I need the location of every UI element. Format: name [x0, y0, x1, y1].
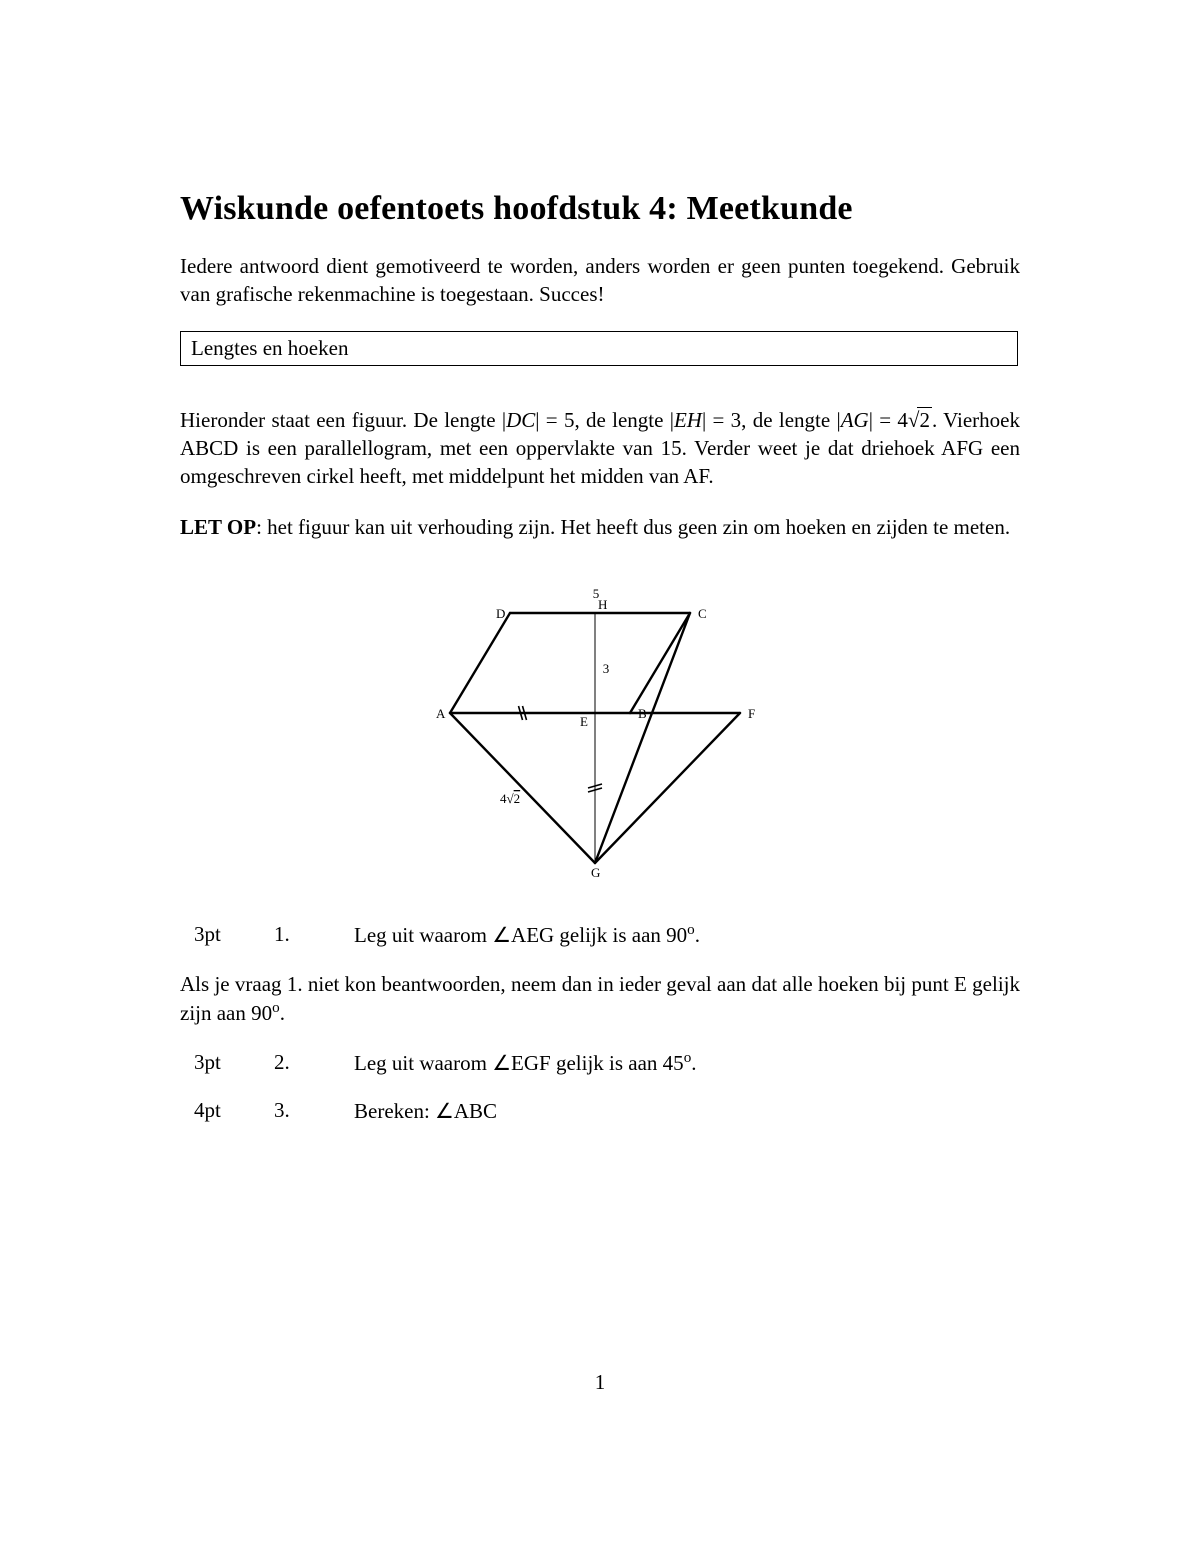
letop-text: : het figuur kan uit verhouding zijn. He…: [256, 515, 1010, 539]
svg-text:G: G: [591, 865, 600, 880]
radicand: 2: [917, 407, 932, 432]
figure-container: A B C D E F G H5 3 4√2: [180, 563, 1020, 898]
math-abs-dc: |DC| = 5: [502, 408, 575, 432]
page-number: 1: [0, 1370, 1200, 1395]
svg-text:C: C: [698, 606, 707, 621]
text: , de lengte: [741, 408, 836, 432]
geometry-figure: A B C D E F G H5 3 4√2: [400, 563, 800, 893]
svg-text:H: H: [598, 597, 607, 612]
value: 4: [897, 408, 908, 432]
question-text: Leg uit waarom ∠EGF gelijk is aan 45o.: [354, 1050, 1020, 1076]
text: .: [691, 1051, 696, 1075]
text: Bereken: ∠ABC: [354, 1099, 497, 1123]
svg-text:5: 5: [593, 586, 600, 601]
text: .: [695, 923, 700, 947]
note-after-q1: Als je vraag 1. niet kon beantwoorden, n…: [180, 970, 1020, 1028]
value: 3: [731, 408, 742, 432]
question-row-2: 3pt 2. Leg uit waarom ∠EGF gelijk is aan…: [180, 1050, 1020, 1076]
page: Wiskunde oefentoets hoofdstuk 4: Meetkun…: [0, 0, 1200, 1553]
section-heading-box: Lengtes en hoeken: [180, 331, 1018, 366]
page-title: Wiskunde oefentoets hoofdstuk 4: Meetkun…: [180, 190, 1020, 228]
degree-symbol: o: [272, 1000, 280, 1016]
text: .: [280, 1001, 285, 1025]
problem-paragraph: Hieronder staat een figuur. De lengte |D…: [180, 406, 1020, 491]
letop-paragraph: LET OP: het figuur kan uit verhouding zi…: [180, 513, 1020, 541]
text: Hieronder staat een figuur. De lengte: [180, 408, 502, 432]
svg-text:4√2: 4√2: [500, 791, 520, 806]
question-points: 4pt: [180, 1098, 274, 1124]
text: Leg uit waarom ∠EGF gelijk is aan 45: [354, 1051, 684, 1075]
svg-text:A: A: [436, 706, 446, 721]
svg-text:D: D: [496, 606, 505, 621]
question-text: Bereken: ∠ABC: [354, 1098, 1020, 1124]
question-number: 3.: [274, 1098, 354, 1124]
text: Leg uit waarom ∠AEG gelijk is aan 90: [354, 923, 687, 947]
svg-text:B: B: [638, 706, 647, 721]
question-row-3: 4pt 3. Bereken: ∠ABC: [180, 1098, 1020, 1124]
question-text: Leg uit waarom ∠AEG gelijk is aan 90o.: [354, 922, 1020, 948]
degree-symbol: o: [687, 922, 695, 938]
svg-text:F: F: [748, 706, 755, 721]
letop-label: LET OP: [180, 515, 256, 539]
content-column: Wiskunde oefentoets hoofdstuk 4: Meetkun…: [180, 190, 1020, 1146]
math-abs-ag: |AG| = 4√2: [837, 408, 932, 432]
value: 5: [564, 408, 575, 432]
question-row-1: 3pt 1. Leg uit waarom ∠AEG gelijk is aan…: [180, 922, 1020, 948]
question-number: 2.: [274, 1050, 354, 1076]
text: Als je vraag 1. niet kon beantwoorden, n…: [180, 972, 1020, 1025]
text: , de lengte: [574, 408, 669, 432]
question-points: 3pt: [180, 922, 274, 948]
question-number: 1.: [274, 922, 354, 948]
svg-text:E: E: [580, 714, 588, 729]
intro-paragraph: Iedere antwoord dient gemotiveerd te wor…: [180, 252, 1020, 309]
question-points: 3pt: [180, 1050, 274, 1076]
math-abs-eh: |EH| = 3: [670, 408, 741, 432]
svg-text:3: 3: [603, 661, 610, 676]
